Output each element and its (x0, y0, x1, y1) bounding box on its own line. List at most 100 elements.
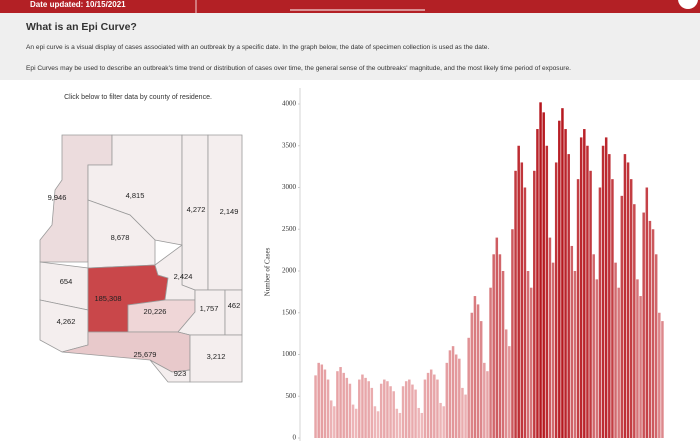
county-label: 4,272 (187, 205, 206, 214)
bar (364, 377, 367, 438)
bar (333, 406, 336, 438)
county-label: 4,262 (57, 317, 76, 326)
bar (408, 379, 411, 438)
y-tick-label: 2000 (282, 267, 297, 275)
bar (551, 262, 555, 438)
bar (345, 377, 349, 438)
bar (586, 145, 589, 438)
help-button[interactable] (678, 0, 698, 9)
bar (436, 379, 439, 438)
bar (454, 354, 458, 438)
bar (354, 408, 358, 438)
bar (636, 279, 639, 438)
county-label: 185,308 (94, 294, 121, 303)
bar (579, 137, 583, 438)
bar (439, 402, 442, 438)
county-label: 8,678 (111, 233, 130, 242)
bar (320, 364, 324, 438)
county-map[interactable] (39, 134, 243, 383)
county-label: 462 (228, 301, 241, 310)
bar (583, 129, 586, 439)
y-axis-title: Number of Cases (264, 247, 272, 296)
bar (508, 346, 511, 438)
bar (526, 271, 530, 438)
bar (595, 279, 599, 438)
bar (326, 379, 330, 438)
bar (604, 137, 608, 438)
bar (558, 120, 561, 438)
bar (398, 412, 402, 438)
bar (417, 407, 420, 438)
county[interactable] (189, 334, 243, 383)
bar (342, 372, 345, 438)
bar (467, 337, 470, 438)
bar (492, 254, 495, 438)
info-panel (0, 13, 700, 80)
bar (495, 237, 499, 438)
bar (623, 154, 627, 438)
county[interactable] (87, 199, 156, 269)
bar (339, 367, 342, 438)
bar (511, 229, 514, 438)
bar (589, 170, 592, 439)
bar (520, 162, 524, 438)
bar (620, 195, 624, 438)
map-instruction: Click below to filter data by county of … (64, 94, 212, 101)
county-label: 25,679 (134, 350, 157, 359)
bar (570, 245, 574, 438)
date-updated: Date updated: 10/15/2021 (30, 0, 126, 9)
county-label: 2,424 (174, 272, 193, 281)
header-bar (0, 0, 700, 13)
bar (423, 379, 427, 438)
bar (642, 212, 645, 438)
bar (633, 204, 636, 438)
county[interactable] (224, 289, 243, 336)
y-tick-label: 0 (293, 434, 297, 441)
bar (367, 381, 370, 438)
bar (576, 179, 580, 438)
bar (386, 381, 389, 438)
bar (564, 129, 567, 439)
bar (592, 254, 595, 438)
bar (529, 287, 533, 438)
county-label: 923 (174, 369, 187, 378)
bar (379, 383, 383, 438)
bar (473, 296, 477, 438)
bar (448, 350, 452, 438)
bar (383, 379, 386, 438)
bar (629, 179, 633, 438)
bar (517, 145, 520, 438)
county-label: 654 (60, 277, 73, 286)
bar (489, 287, 492, 438)
bar (376, 411, 380, 438)
bar (501, 271, 505, 438)
bar (373, 406, 377, 438)
info-text: An epi curve is a visual display of case… (26, 44, 489, 51)
bar (601, 145, 605, 438)
bar (626, 162, 630, 438)
bar (411, 384, 414, 438)
bar (514, 170, 517, 439)
bar (395, 408, 399, 438)
bar (476, 304, 480, 438)
y-tick-label: 1500 (282, 308, 297, 316)
bar (458, 358, 461, 438)
bar (539, 102, 542, 438)
bar (608, 154, 611, 438)
info-title: What is an Epi Curve? (26, 21, 137, 33)
bar (426, 372, 430, 438)
bar (401, 386, 405, 438)
bar (370, 387, 374, 438)
bar (348, 383, 352, 438)
bar (498, 254, 502, 438)
bar (351, 404, 355, 438)
bar (329, 400, 333, 438)
bar (611, 179, 614, 438)
info-text: Epi Curves may be used to describe an ou… (26, 65, 571, 72)
bar (545, 145, 549, 438)
county-label: 9,946 (48, 193, 67, 202)
y-tick-label: 1000 (282, 350, 297, 358)
bar (645, 187, 649, 438)
